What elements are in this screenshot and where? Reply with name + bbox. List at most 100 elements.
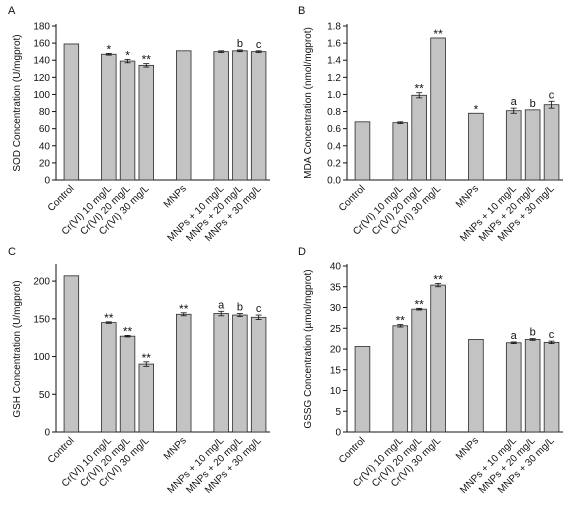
bar xyxy=(119,335,136,433)
panel-a: A 0 20 40 60 80 100 120 140 160 180 SOD Concentrati… xyxy=(8,5,270,244)
bar xyxy=(354,121,371,181)
y-tick-label: 0 xyxy=(335,428,341,439)
bar xyxy=(213,313,229,433)
y-tick-label: 200 xyxy=(33,277,50,288)
y-tick-label: 180 xyxy=(33,22,50,33)
y-tick-label: 50 xyxy=(39,390,51,401)
y-tick-label: 10 xyxy=(330,386,342,397)
bar xyxy=(505,342,522,433)
significance-label: * xyxy=(474,102,479,116)
category-label: MNPs xyxy=(162,435,189,462)
significance-label: ** xyxy=(433,27,443,41)
y-tick-label: 100 xyxy=(33,352,50,363)
bar xyxy=(232,50,248,181)
bar xyxy=(430,284,446,433)
category-label: Control xyxy=(337,435,368,466)
bar xyxy=(63,275,80,433)
panel-label: A xyxy=(8,5,16,17)
bar xyxy=(392,122,409,181)
significance-label: c xyxy=(256,303,262,315)
category-label: Control xyxy=(46,435,77,466)
y-tick-label: 1.0 xyxy=(327,90,341,101)
bar xyxy=(392,325,409,433)
y-tick-label: 0 xyxy=(44,176,50,187)
significance-label: b xyxy=(237,302,243,314)
bar xyxy=(524,339,541,433)
bar xyxy=(119,60,136,181)
y-tick-label: 30 xyxy=(330,303,342,314)
bar xyxy=(543,341,560,433)
significance-label: ** xyxy=(415,297,425,311)
y-tick-label: 1.2 xyxy=(327,73,341,84)
y-tick-label: 100 xyxy=(33,90,50,101)
y-tick-label: 0 xyxy=(44,428,50,439)
y-axis-label: GSSG Concentration (µmol/mgprot) xyxy=(303,269,314,428)
significance-label: b xyxy=(530,98,536,110)
category-label: Control xyxy=(46,183,77,214)
panel-label: C xyxy=(8,246,16,258)
y-tick-label: 40 xyxy=(39,141,51,152)
significance-label: c xyxy=(549,329,555,341)
y-tick-label: 120 xyxy=(33,73,50,84)
y-tick-label: 25 xyxy=(330,324,342,335)
significance-label: ** xyxy=(415,82,425,96)
significance-label: a xyxy=(511,330,518,342)
bar xyxy=(468,339,484,433)
category-label: MNPs xyxy=(454,435,481,462)
bar xyxy=(176,50,192,181)
bar xyxy=(138,363,154,433)
significance-label: * xyxy=(125,48,130,62)
y-tick-label: 1.8 xyxy=(327,22,341,33)
category-label: MNPs xyxy=(454,183,481,210)
panel-d: D 0 5 10 15 20 25 30 35 40 GSSG Concentration (µmo… xyxy=(298,246,563,496)
y-tick-label: 0.0 xyxy=(327,176,341,187)
significance-label: a xyxy=(511,96,518,108)
significance-label: b xyxy=(237,38,243,50)
bar xyxy=(354,346,371,433)
y-tick-label: 150 xyxy=(33,314,50,325)
y-tick-label: 1.6 xyxy=(327,39,341,50)
bar xyxy=(524,109,541,181)
significance-label: ** xyxy=(142,53,152,67)
bar xyxy=(138,64,154,181)
significance-label: ** xyxy=(179,302,189,316)
significance-label: c xyxy=(549,89,555,101)
significance-label: * xyxy=(106,42,111,56)
bar xyxy=(543,104,560,181)
y-tick-label: 0.8 xyxy=(327,107,341,118)
bar xyxy=(213,51,229,181)
bar xyxy=(430,37,446,181)
bar xyxy=(63,43,80,181)
significance-label: ** xyxy=(433,272,443,286)
bar xyxy=(101,322,117,433)
bar xyxy=(232,314,248,433)
bar xyxy=(411,94,427,181)
y-axis-label: MDA Concentration (nmol/mgprot) xyxy=(303,27,314,179)
bar xyxy=(250,316,267,433)
y-tick-label: 20 xyxy=(39,158,51,169)
y-tick-label: 35 xyxy=(330,282,342,293)
significance-label: a xyxy=(218,299,225,311)
y-tick-label: 1.4 xyxy=(327,56,341,67)
significance-label: ** xyxy=(396,314,406,328)
y-tick-label: 60 xyxy=(39,124,51,135)
bar xyxy=(411,308,427,433)
y-tick-label: 5 xyxy=(335,407,341,418)
y-tick-label: 20 xyxy=(330,345,342,356)
bar xyxy=(468,112,484,181)
significance-label: ** xyxy=(104,311,114,325)
significance-label: ** xyxy=(142,351,152,365)
y-axis-label: GSH Concentration (U/mgprot) xyxy=(12,280,23,417)
bar xyxy=(505,110,522,181)
y-tick-label: 140 xyxy=(33,56,50,67)
y-tick-label: 0.2 xyxy=(327,158,341,169)
y-axis-label: SOD Concentration (U/mgprot) xyxy=(12,34,23,171)
panel-label: D xyxy=(298,246,306,258)
y-tick-label: 0.6 xyxy=(327,124,341,135)
panel-label: B xyxy=(298,5,305,17)
significance-label: ** xyxy=(123,324,133,338)
y-tick-label: 0.4 xyxy=(327,141,341,152)
y-tick-label: 80 xyxy=(39,107,51,118)
